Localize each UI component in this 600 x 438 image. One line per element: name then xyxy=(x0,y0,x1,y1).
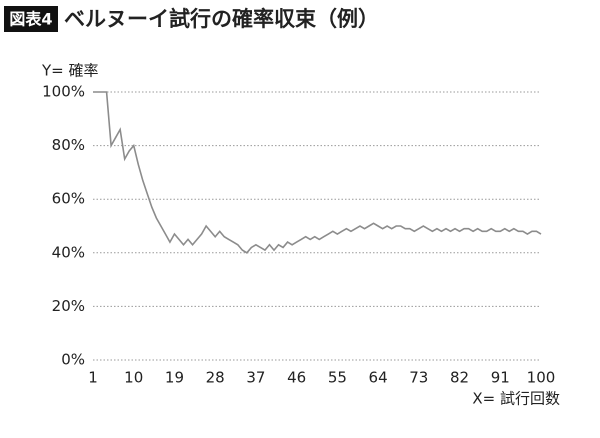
y-axis-label: Y= 確率 xyxy=(41,62,99,80)
y-tick-label: 80% xyxy=(52,136,85,154)
x-axis-label: X= 試行回数 xyxy=(472,390,560,408)
badge-box xyxy=(4,6,58,32)
x-tick-label: 100 xyxy=(527,369,556,387)
x-tick-label: 1 xyxy=(88,369,98,387)
y-tick-label: 0% xyxy=(61,351,85,369)
y-tick-label: 20% xyxy=(52,297,85,315)
y-tick-label: 60% xyxy=(52,190,85,208)
chart-title: ベルヌーイ試行の確率収束（例） xyxy=(64,7,379,31)
x-tick-label: 73 xyxy=(409,369,428,387)
x-tick-label: 46 xyxy=(287,369,306,387)
y-tick-label: 40% xyxy=(52,243,85,261)
x-tick-label: 37 xyxy=(246,369,265,387)
badge: 図表4 xyxy=(9,10,52,29)
x-tick-label: 91 xyxy=(491,369,510,387)
data-line xyxy=(93,91,542,254)
x-tick-label: 82 xyxy=(450,369,469,387)
x-tick-label: 55 xyxy=(328,369,347,387)
x-tick-label: 28 xyxy=(206,369,225,387)
x-tick-label: 19 xyxy=(165,369,184,387)
x-tick-label: 64 xyxy=(369,369,388,387)
x-tick-label: 10 xyxy=(124,369,143,387)
y-tick-label: 100% xyxy=(42,83,85,101)
